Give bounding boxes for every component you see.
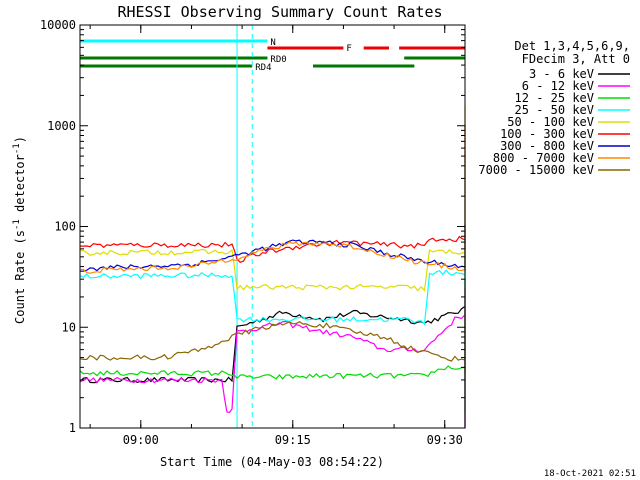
series-line-0 xyxy=(79,278,466,428)
series-line-4 xyxy=(79,105,466,292)
top-bar-label: F xyxy=(346,44,351,54)
y-tick-label: 1000 xyxy=(47,119,76,133)
legend: Det 1,3,4,5,6,9, FDecim 3, Att 0 3 - 6 k… xyxy=(478,39,630,177)
x-axis-ticks: 09:00 09:15 09:30 xyxy=(89,25,463,447)
vertical-markers xyxy=(236,25,253,428)
legend-label: 6 - 12 keV xyxy=(522,79,594,93)
legend-label: 25 - 50 keV xyxy=(515,103,594,117)
top-bar-label: N xyxy=(270,38,275,48)
legend-label: 3 - 6 keV xyxy=(529,67,594,81)
series-line-3 xyxy=(79,153,466,326)
series-line-2 xyxy=(79,253,466,413)
top-bar-label: RD4 xyxy=(255,63,271,73)
plot-frame xyxy=(79,24,466,429)
series-lines xyxy=(79,105,466,428)
legend-label: 50 - 100 keV xyxy=(507,115,594,129)
x-tick-label: 09:00 xyxy=(123,433,159,447)
y-tick-label: 10 xyxy=(62,320,76,334)
top-bar-label: RD0 xyxy=(270,55,286,65)
y-axis-label: Count Rate (s-1 detector-1) xyxy=(12,136,27,324)
footer-timestamp: 18-Oct-2021 02:51 xyxy=(544,469,636,479)
x-tick-label: 09:15 xyxy=(275,433,311,447)
legend-header-2: FDecim 3, Att 0 xyxy=(522,52,630,66)
legend-label: 100 - 300 keV xyxy=(500,127,594,141)
legend-label: 12 - 25 keV xyxy=(515,91,594,105)
y-tick-label: 1 xyxy=(69,421,76,435)
x-axis-label: Start Time (04-May-03 08:54:22) xyxy=(160,455,384,469)
series-line-5 xyxy=(80,124,466,263)
x-tick-label: 09:30 xyxy=(427,433,463,447)
chart-title: RHESSI Observing Summary Count Rates xyxy=(117,3,442,21)
series-line-1 xyxy=(79,287,466,428)
legend-header-1: Det 1,3,4,5,6,9, xyxy=(514,39,630,53)
legend-label: 7000 - 15000 keV xyxy=(478,163,594,177)
y-tick-label: 10000 xyxy=(40,18,76,32)
legend-label: 800 - 7000 keV xyxy=(493,151,594,165)
legend-label: 300 - 800 keV xyxy=(500,139,594,153)
y-tick-label: 100 xyxy=(54,220,76,234)
y-axis-ticks: 1 10 100 1000 10000 xyxy=(40,18,465,435)
